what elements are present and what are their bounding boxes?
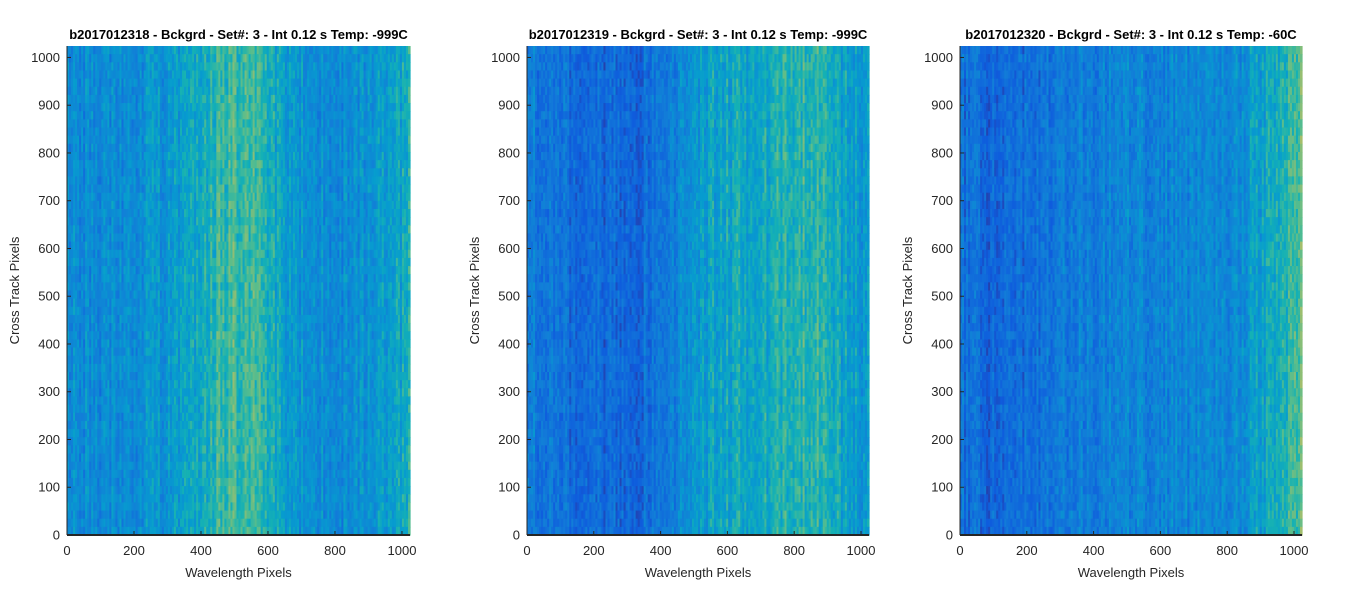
y-tick-label: 1000 [491, 50, 520, 65]
y-tick-label: 0 [513, 528, 520, 543]
x-tick-label: 600 [717, 543, 739, 558]
x-tick-label: 400 [1083, 543, 1105, 558]
y-tick-label: 700 [38, 193, 60, 208]
y-tick-label: 600 [38, 241, 60, 256]
y-tick-label: 700 [931, 193, 953, 208]
x-axis-label: Wavelength Pixels [645, 565, 752, 580]
y-tick-label: 1000 [31, 50, 60, 65]
x-tick-label: 600 [1150, 543, 1172, 558]
x-tick-label: 0 [523, 543, 530, 558]
y-tick-label: 900 [498, 98, 520, 113]
chart-panel-2: 0 100 200 300 400 500 600 700 800 900 1000 0 200 400 6… [467, 27, 875, 580]
y-tick-label: 1000 [924, 50, 953, 65]
x-tick-label: 200 [123, 543, 145, 558]
x-tick-label: 400 [190, 543, 212, 558]
y-tick-label: 800 [498, 145, 520, 160]
x-tick-label: 200 [583, 543, 605, 558]
chart-panel-1: 0 100 200 300 400 500 600 700 800 900 1000 0 200 400 6… [7, 27, 416, 580]
y-tick-label: 100 [38, 480, 60, 495]
y-tick-label: 500 [498, 289, 520, 304]
y-tick-label: 500 [38, 289, 60, 304]
x-tick-label: 1000 [388, 543, 417, 558]
y-tick-label: 700 [498, 193, 520, 208]
heatmap-image [67, 46, 411, 536]
chart-title: b2017012320 - Bckgrd - Set#: 3 - Int 0.1… [965, 27, 1297, 42]
x-tick-label: 600 [257, 543, 279, 558]
y-tick-label: 200 [38, 432, 60, 447]
y-tick-label: 300 [931, 384, 953, 399]
y-axis-label: Cross Track Pixels [467, 236, 482, 344]
heatmap-image [960, 46, 1303, 536]
x-tick-label: 800 [783, 543, 805, 558]
y-tick-label: 300 [498, 384, 520, 399]
x-tick-label: 1000 [1280, 543, 1309, 558]
x-tick-label: 1000 [847, 543, 876, 558]
y-axis-label: Cross Track Pixels [7, 236, 22, 344]
y-tick-label: 200 [931, 432, 953, 447]
chart-title: b2017012318 - Bckgrd - Set#: 3 - Int 0.1… [69, 27, 408, 42]
y-tick-label: 0 [946, 528, 953, 543]
x-tick-label: 0 [63, 543, 70, 558]
y-tick-label: 500 [931, 289, 953, 304]
y-tick-label: 800 [38, 145, 60, 160]
x-tick-label: 0 [956, 543, 963, 558]
y-tick-label: 0 [53, 528, 60, 543]
x-axis-label: Wavelength Pixels [1078, 565, 1185, 580]
y-tick-label: 400 [931, 336, 953, 351]
y-tick-label: 800 [931, 145, 953, 160]
chart-panel-3: 0 100 200 300 400 500 600 700 800 900 1000 0 200 400 6… [900, 27, 1308, 580]
y-tick-label: 100 [498, 480, 520, 495]
y-tick-label: 400 [498, 336, 520, 351]
y-tick-label: 600 [498, 241, 520, 256]
y-tick-label: 900 [931, 98, 953, 113]
y-tick-label: 200 [498, 432, 520, 447]
x-tick-label: 400 [650, 543, 672, 558]
x-axis-label: Wavelength Pixels [185, 565, 292, 580]
y-tick-label: 100 [931, 480, 953, 495]
y-axis-label: Cross Track Pixels [900, 236, 915, 344]
chart-title: b2017012319 - Bckgrd - Set#: 3 - Int 0.1… [529, 27, 868, 42]
y-tick-label: 600 [931, 241, 953, 256]
x-tick-label: 800 [324, 543, 346, 558]
y-tick-label: 900 [38, 98, 60, 113]
x-tick-label: 800 [1216, 543, 1238, 558]
y-tick-label: 400 [38, 336, 60, 351]
heatmap-image [527, 46, 870, 536]
y-tick-label: 300 [38, 384, 60, 399]
x-tick-label: 200 [1016, 543, 1038, 558]
